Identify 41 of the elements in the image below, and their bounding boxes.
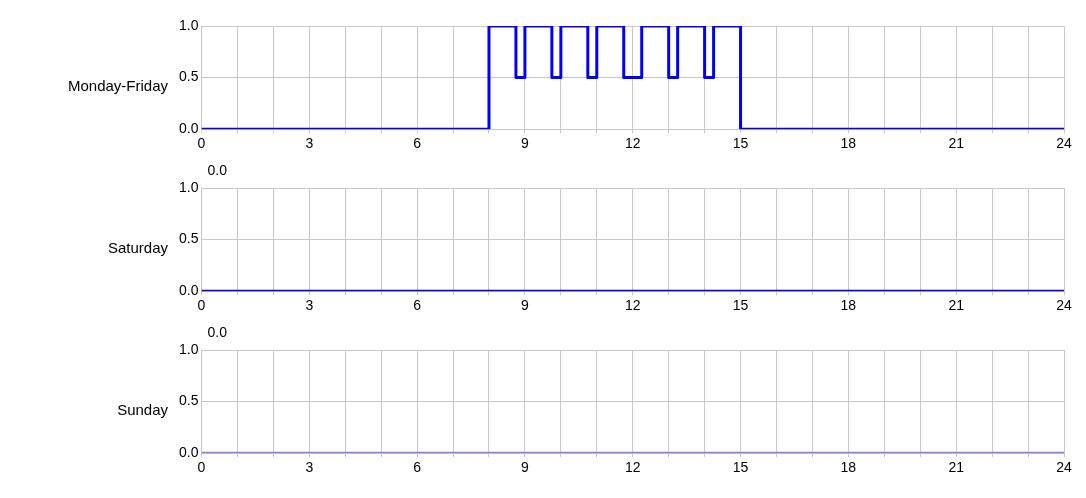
x-tick-label: 12 xyxy=(624,135,641,152)
x-tick-label: 0 xyxy=(197,135,206,152)
x-tick-label: 0 xyxy=(197,297,206,314)
x-tick-label: 24 xyxy=(1056,135,1072,152)
x-tick-label: 9 xyxy=(521,297,530,314)
text: 0.0 xyxy=(207,323,228,340)
x-tick-label: 15 xyxy=(732,459,749,476)
x-tick-label: 6 xyxy=(413,297,422,314)
y-tick-label: 0.5 xyxy=(178,68,199,85)
y-tick-label: 0.5 xyxy=(178,230,199,247)
x-tick-label: 15 xyxy=(732,297,749,314)
x-tick-label: 24 xyxy=(1056,297,1072,314)
y-axis-title: Sunday xyxy=(116,399,168,418)
x-tick-label: 18 xyxy=(840,459,857,476)
x-tick-label: 18 xyxy=(840,135,857,152)
x-tick-label: 18 xyxy=(840,297,857,314)
x-tick-label: 0 xyxy=(197,459,206,476)
y-tick-label: 0.0 xyxy=(178,120,199,137)
x-tick-label: 6 xyxy=(413,135,422,152)
y-tick-label: 1.0 xyxy=(178,16,199,33)
y-tick-label: 1.0 xyxy=(178,340,199,357)
x-tick-label: 21 xyxy=(948,135,965,152)
x-tick-label: 21 xyxy=(948,459,965,476)
x-tick-label: 9 xyxy=(521,459,530,476)
x-tick-label: 12 xyxy=(624,459,641,476)
y-axis-title: Saturday xyxy=(106,237,168,256)
x-tick-label: 24 xyxy=(1056,459,1072,476)
x-tick-label: 9 xyxy=(521,135,530,152)
x-tick-label: 21 xyxy=(948,297,965,314)
y-tick-label: 0.0 xyxy=(178,444,199,461)
x-tick-label: 15 xyxy=(732,135,749,152)
x-tick-label: 6 xyxy=(413,459,422,476)
x-tick-label: 3 xyxy=(305,297,314,314)
x-tick-label: 3 xyxy=(305,459,314,476)
y-tick-label: 0.0 xyxy=(178,282,199,299)
y-tick-label: 0.5 xyxy=(178,392,199,409)
y-tick-label: 1.0 xyxy=(178,178,199,195)
y-axis-title: Monday-Friday xyxy=(66,75,168,94)
x-tick-label: 3 xyxy=(305,135,314,152)
x-tick-label: 12 xyxy=(624,297,641,314)
text: 0.0 xyxy=(207,161,228,178)
